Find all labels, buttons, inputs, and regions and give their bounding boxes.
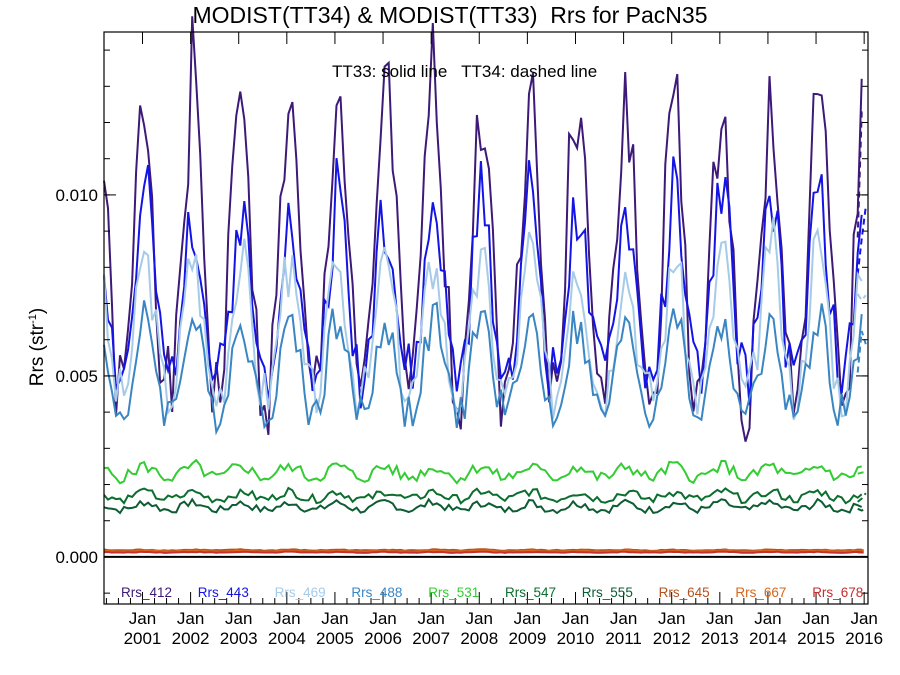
x-tick-month-label: Jan (514, 609, 541, 628)
x-tick-year-label: 2012 (653, 629, 691, 648)
y-tick-label: 0.010 (55, 186, 98, 205)
legend-entry: Rrs_547 (505, 585, 556, 600)
x-tick-year-label: 2015 (797, 629, 835, 648)
series-lines (103, 16, 867, 554)
x-tick-year-label: 2004 (268, 629, 306, 648)
y-tick-label: 0.005 (55, 367, 98, 386)
series-dashed-rrs_555 (857, 507, 867, 512)
legend-entry: Rrs_645 (659, 585, 710, 600)
legend-entry: Rrs_488 (351, 585, 402, 600)
x-tick-month-label: Jan (754, 609, 781, 628)
x-tick-year-label: 2010 (557, 629, 595, 648)
line-style-annotation: TT33: solid line TT34: dashed line (332, 62, 598, 81)
x-tick-year-label: 2008 (460, 629, 498, 648)
x-tick-year-label: 2005 (316, 629, 354, 648)
x-tick-month-label: Jan (658, 609, 685, 628)
legend-entry: Rrs_667 (735, 585, 786, 600)
x-tick-year-label: 2007 (412, 629, 450, 648)
series-dashed-rrs_531 (857, 470, 867, 475)
legend-entry: Rrs_443 (198, 585, 249, 600)
series-dashed-rrs_443 (856, 206, 867, 275)
axis-ticks (104, 32, 868, 604)
x-tick-year-label: 2014 (749, 629, 787, 648)
legend-entry: Rrs_555 (582, 585, 633, 600)
x-tick-month-label: Jan (369, 609, 396, 628)
chart-title: MODIST(TT34) & MODIST(TT33) Rrs for PacN… (192, 2, 708, 28)
x-tick-year-label: 2002 (172, 629, 210, 648)
x-tick-year-label: 2003 (220, 629, 258, 648)
legend: Rrs_412 Rrs_443 Rrs_469 Rrs_488 Rrs_531 Rrs_5… (121, 585, 863, 600)
x-tick-year-label: 2013 (701, 629, 739, 648)
series-line-rrs_412 (103, 16, 863, 442)
series-dashed-rrs_547 (857, 492, 867, 503)
x-tick-year-label: 2011 (605, 629, 642, 648)
series-line-rrs_555 (103, 497, 863, 515)
series-line-rrs_488 (103, 300, 863, 436)
x-tick-month-label: Jan (850, 609, 877, 628)
legend-entry: Rrs_531 (428, 585, 479, 600)
series-line-rrs_443 (103, 156, 863, 409)
x-tick-month-label: Jan (802, 609, 829, 628)
series-line-rrs_469 (103, 216, 863, 421)
series-line-rrs_678 (103, 550, 862, 554)
x-tick-month-label: Jan (466, 609, 493, 628)
series-dashed-rrs_412 (856, 111, 867, 238)
legend-entry: Rrs_412 (121, 585, 172, 600)
x-tick-month-label: Jan (225, 609, 252, 628)
x-tick-month-label: Jan (706, 609, 733, 628)
y-axis-label: Rrs (str-1) (26, 307, 49, 387)
x-tick-year-label: 2009 (508, 629, 546, 648)
x-tick-month-label: Jan (177, 609, 204, 628)
x-tick-month-label: Jan (610, 609, 637, 628)
x-tick-month-label: Jan (273, 609, 300, 628)
series-line-rrs_531 (103, 458, 862, 485)
series-line-rrs_547 (103, 486, 863, 505)
x-tick-month-label: Jan (417, 609, 444, 628)
legend-entry: Rrs_678 (812, 585, 863, 600)
x-tick-year-label: 2006 (364, 629, 402, 648)
series-dashed-rrs_469 (856, 293, 867, 302)
x-tick-year-label: 2016 (845, 629, 883, 648)
plot-frame (103, 31, 869, 605)
legend-entry: Rrs_469 (275, 585, 326, 600)
x-tick-month-label: Jan (321, 609, 348, 628)
x-tick-year-label: 2001 (124, 629, 162, 648)
axis-tick-labels: 0.0000.0050.010Jan2001Jan2002Jan2003Jan2… (55, 186, 883, 648)
x-tick-month-label: Jan (129, 609, 156, 628)
y-tick-label: 0.000 (55, 548, 98, 567)
x-tick-month-label: Jan (562, 609, 589, 628)
series-line-rrs_645 (103, 548, 862, 552)
